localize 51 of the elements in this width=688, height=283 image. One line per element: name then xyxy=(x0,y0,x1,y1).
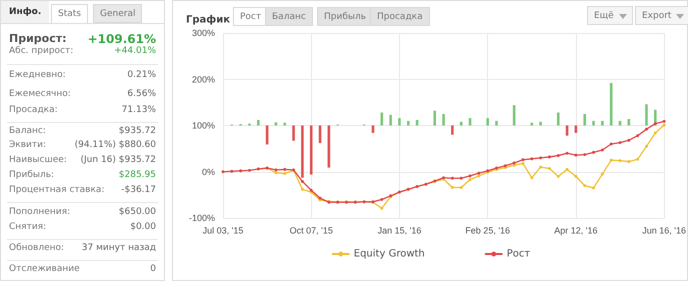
legend-label: Equity Growth xyxy=(354,248,425,260)
text: 71.13% xyxy=(122,105,156,115)
text: Прибыль xyxy=(317,7,374,26)
text: -$36.17 xyxy=(121,185,156,195)
x-tick-label: Jan 15, '16 xyxy=(378,226,422,236)
text: Stats xyxy=(51,4,88,23)
text: Пополнения: xyxy=(9,207,70,217)
text: Прибыль: xyxy=(9,170,54,180)
text: Ежемесячно: xyxy=(9,89,71,99)
y-tick-label: -100% xyxy=(188,213,215,223)
text: (Jun 16) $935.72 xyxy=(80,155,156,165)
text: Export xyxy=(635,6,688,25)
text: Наивысшее: xyxy=(9,155,67,165)
y-tick-label: 200% xyxy=(192,74,215,84)
text: Отслеживание xyxy=(9,264,80,274)
text: Просадка xyxy=(370,7,430,26)
x-tick-label: Apr 12, '16 xyxy=(554,226,598,236)
text: 37 минут назад xyxy=(82,243,156,253)
text: Абс. прирост: xyxy=(9,46,74,56)
text: Эквити: xyxy=(9,140,46,150)
y-tick-label: 0% xyxy=(202,166,215,177)
text: Баланс xyxy=(265,7,313,26)
text: Ежедневно: xyxy=(9,70,66,80)
legend-label: Рост xyxy=(506,248,530,260)
text: 0 xyxy=(150,264,156,274)
text: Инфо. xyxy=(1,1,50,23)
text: General xyxy=(93,4,142,23)
text: Процентная ставка: xyxy=(9,185,104,195)
text: $935.72 xyxy=(118,126,156,136)
chart-title: График xyxy=(186,14,230,26)
text: Прирост: xyxy=(9,32,67,45)
text: $285.95 xyxy=(118,170,156,180)
y-tick-label: 100% xyxy=(192,120,215,130)
y-tick-label: 300% xyxy=(192,28,215,38)
x-tick-label: Oct 07, '15 xyxy=(290,226,333,236)
text: (94.11%) $880.60 xyxy=(74,140,156,150)
text: Рост xyxy=(233,7,268,26)
text: Ещё xyxy=(587,6,633,25)
x-tick-label: Jul 03, '15 xyxy=(202,226,244,236)
x-tick-label: Feb 25, '16 xyxy=(465,226,510,236)
x-tick-label: Jun 16, '16 xyxy=(642,226,686,236)
text: Просадка: xyxy=(9,105,58,115)
text: +44.01% xyxy=(114,46,156,56)
text: +109.61% xyxy=(88,32,156,46)
text: 0.21% xyxy=(127,70,156,80)
text: $650.00 xyxy=(118,207,156,217)
text: $0.00 xyxy=(130,222,156,232)
text: 6.56% xyxy=(127,89,156,99)
text: Снятия: xyxy=(9,222,46,232)
text: Баланс: xyxy=(9,126,46,136)
text: Обновлено: xyxy=(9,243,64,253)
